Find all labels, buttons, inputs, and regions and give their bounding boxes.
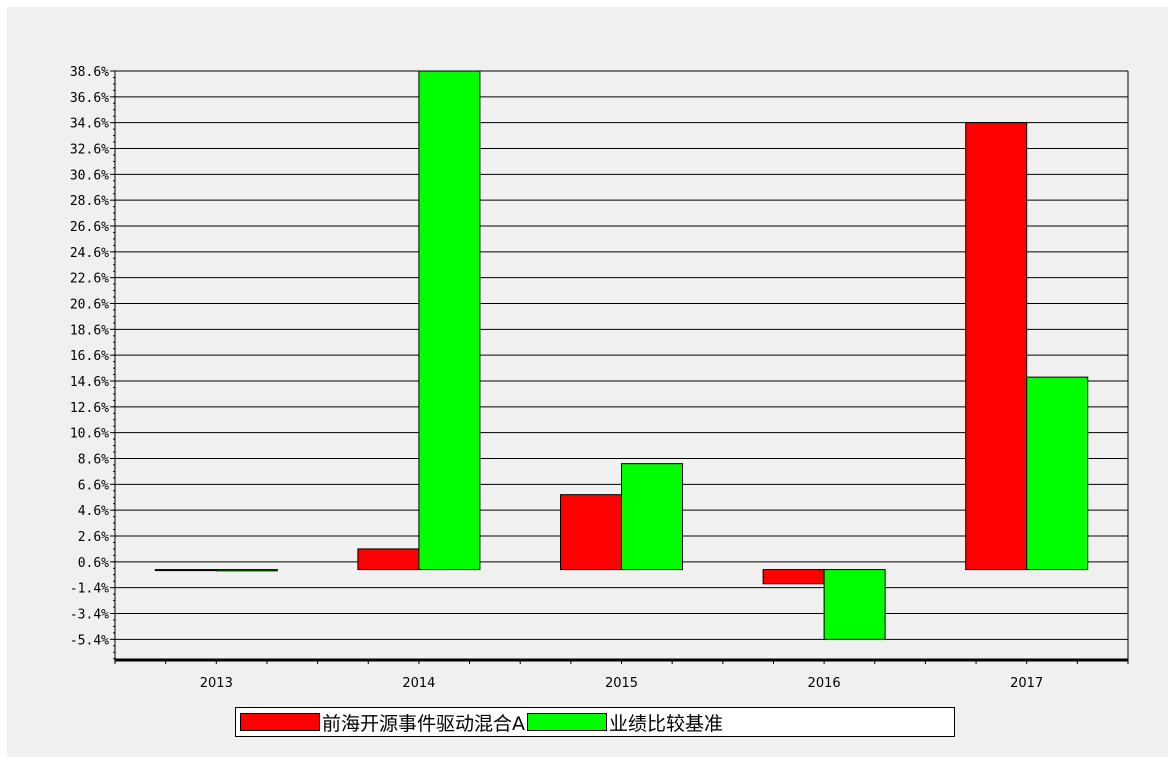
x-tick-label: 2014 <box>402 676 435 691</box>
y-tick-label: 0.6% <box>78 556 109 571</box>
y-tick-label: 16.6% <box>70 349 109 364</box>
bar-benchmark-2013 <box>215 569 278 572</box>
y-tick-label: 2.6% <box>78 530 109 545</box>
y-tick-label: 18.6% <box>70 323 109 338</box>
bar-benchmark-2017 <box>1026 376 1089 571</box>
y-tick-label: 14.6% <box>70 375 109 390</box>
x-tick-label: 2015 <box>605 676 638 691</box>
legend-item-benchmark: 业绩比较基准 <box>527 709 725 736</box>
y-tick-label: -3.4% <box>70 608 109 623</box>
x-axis-ticks: 2013 2014 2015 2016 2017 <box>114 660 1129 691</box>
bar-fund-2014 <box>357 548 420 571</box>
y-axis-ticks: 38.6% 36.6% 34.6% 32.6% 30.6% 28.6% 26.6% 24.6%… <box>70 65 115 660</box>
y-tick-label: 6.6% <box>78 478 109 493</box>
bar-fund-2013 <box>154 569 217 572</box>
legend-swatch-fund <box>240 713 320 731</box>
y-tick-label: 38.6% <box>70 65 109 80</box>
legend-label-benchmark: 业绩比较基准 <box>609 712 724 735</box>
y-tick-label: 8.6% <box>78 453 109 468</box>
y-tick-label: 32.6% <box>70 143 109 158</box>
y-tick-label: -1.4% <box>70 582 109 597</box>
y-tick-label: 4.6% <box>78 504 109 519</box>
y-tick-label: 20.6% <box>70 298 109 313</box>
bar-fund-2015 <box>560 494 622 571</box>
x-tick-label: 2013 <box>200 676 233 691</box>
y-tick-label: 24.6% <box>70 246 109 261</box>
y-tick-label: 22.6% <box>70 272 109 287</box>
y-tick-label: 34.6% <box>70 117 109 132</box>
bar-fund-2016 <box>762 569 825 585</box>
y-tick-label: 10.6% <box>70 427 109 442</box>
legend-swatch-benchmark <box>527 713 607 731</box>
legend: 前海开源事件驱动混合A 业绩比较基准 <box>235 707 955 737</box>
y-tick-label: 30.6% <box>70 168 109 183</box>
bar-benchmark-2016 <box>823 569 886 640</box>
y-tick-label: 28.6% <box>70 194 109 209</box>
legend-label-fund: 前海开源事件驱动混合A <box>322 712 525 735</box>
y-tick-label: 12.6% <box>70 401 109 416</box>
x-tick-label: 2016 <box>808 676 841 691</box>
bar-benchmark-2014 <box>418 70 481 571</box>
bar-benchmark-2015 <box>621 463 683 571</box>
legend-item-fund: 前海开源事件驱动混合A <box>240 709 527 736</box>
bars <box>154 70 1089 640</box>
bar-fund-2017 <box>965 122 1028 571</box>
y-tick-label: -5.4% <box>70 633 109 648</box>
y-tick-label: 26.6% <box>70 220 109 235</box>
x-tick-label: 2017 <box>1010 676 1043 691</box>
y-tick-label: 36.6% <box>70 91 109 106</box>
